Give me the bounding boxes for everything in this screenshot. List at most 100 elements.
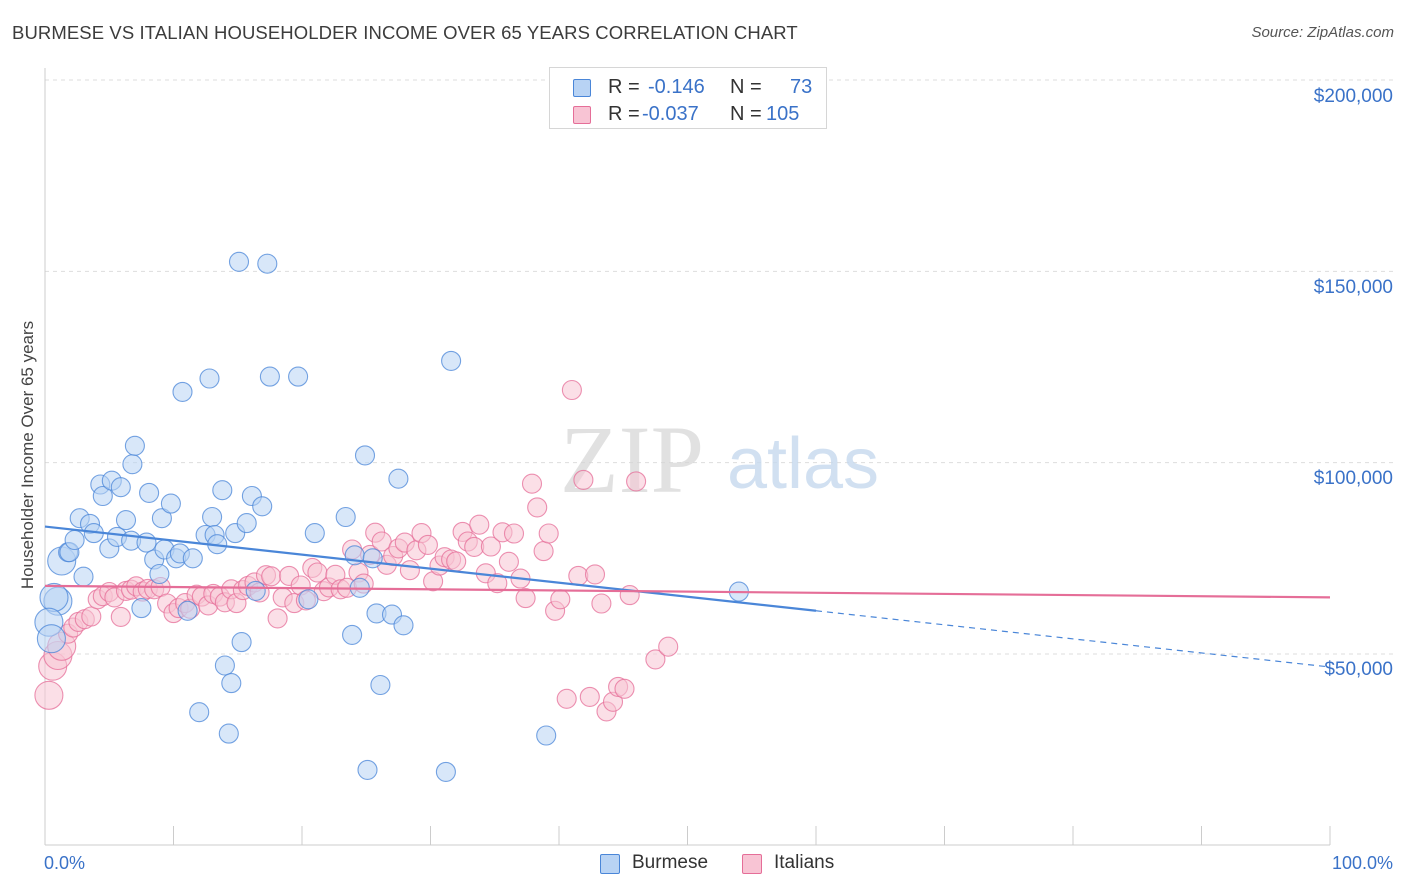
burmese-point	[388, 468, 409, 489]
italians-point	[498, 551, 519, 572]
watermark-atlas: atlas	[727, 424, 879, 504]
source-label: Source: ZipAtlas.com	[1251, 24, 1394, 41]
y-tick-label: $150,000	[1313, 277, 1393, 298]
italians-point	[446, 551, 467, 572]
correlation-legend: R = -0.146 N = 73 R = -0.037 N = 105	[549, 67, 827, 129]
legend-n-label: N =	[730, 76, 762, 98]
burmese-point	[435, 761, 456, 782]
italians-point	[81, 606, 102, 627]
burmese-point	[131, 598, 152, 619]
axes	[44, 68, 1331, 846]
burmese-point	[342, 624, 363, 645]
burmese-point	[228, 251, 250, 272]
burmese-point	[245, 580, 266, 601]
italians-point	[503, 523, 525, 544]
burmese-point	[231, 632, 252, 653]
italians-point	[556, 688, 577, 709]
italians-point	[568, 565, 589, 586]
legend-n-label: N =	[730, 103, 762, 125]
italians-point	[399, 560, 420, 581]
burmese-point	[92, 485, 113, 507]
legend-n-value: 73	[790, 76, 813, 98]
italians-point	[550, 589, 571, 610]
italians-point	[626, 471, 647, 492]
burmese-point	[124, 435, 145, 456]
x-tick-label-max: 100.0%	[1331, 853, 1393, 873]
watermark: ZIP atlas	[560, 406, 879, 513]
italians-point	[584, 564, 606, 585]
italians-point	[469, 514, 490, 535]
italians-point	[619, 585, 640, 606]
legend-r-label: R =	[608, 76, 640, 98]
burmese-point	[354, 445, 376, 466]
burmese-point	[393, 615, 414, 636]
burmese-point	[189, 702, 210, 723]
italians-swatch	[573, 106, 591, 124]
burmese-point	[357, 759, 378, 780]
italians-point	[261, 566, 282, 587]
italians-point	[533, 541, 554, 562]
italians-point	[487, 573, 508, 594]
burmese-point	[177, 600, 198, 621]
italians-point	[614, 678, 635, 699]
burmese-trend-line	[44, 525, 817, 612]
burmese-point	[212, 480, 233, 501]
burmese-point	[73, 566, 94, 587]
italians-point	[573, 469, 594, 490]
y-tick-label: $200,000	[1313, 86, 1393, 107]
legend-r-value: -0.037	[642, 103, 699, 125]
italians-point	[579, 686, 600, 707]
burmese-point	[288, 366, 309, 387]
burmese-point	[36, 624, 66, 654]
italians-point	[34, 680, 64, 710]
series-italians-points	[34, 379, 679, 722]
italians-point	[417, 534, 438, 555]
gridlines	[45, 79, 1395, 655]
trend-lines	[44, 525, 1331, 668]
italians-trend-line	[44, 584, 1331, 599]
legend-r-label: R =	[608, 103, 640, 125]
burmese-point	[221, 673, 242, 694]
italians-point	[645, 649, 666, 670]
burmese-point	[536, 725, 557, 746]
italians-point	[658, 636, 679, 657]
burmese-point	[115, 510, 137, 531]
burmese-legend-label: Burmese	[632, 852, 709, 873]
italians-point	[538, 523, 559, 544]
italians-point	[110, 606, 131, 627]
burmese-point	[202, 506, 223, 528]
italians-point	[515, 588, 536, 609]
burmese-point	[110, 477, 131, 498]
legend-row-burmese: R = -0.146 N = 73	[550, 73, 826, 101]
y-tick-label: $50,000	[1324, 659, 1393, 680]
burmese-legend-swatch	[600, 854, 620, 874]
burmese-point	[64, 529, 85, 551]
burmese-point	[172, 381, 193, 402]
chart-title: BURMESE VS ITALIAN HOUSEHOLDER INCOME OV…	[12, 22, 798, 43]
italians-point	[464, 536, 485, 557]
italians-point	[480, 536, 501, 557]
burmese-point	[259, 366, 280, 387]
italians-point	[591, 593, 612, 614]
burmese-point	[149, 563, 170, 585]
burmese-point	[182, 548, 203, 569]
burmese-point	[304, 523, 325, 544]
burmese-point	[370, 674, 391, 696]
italians-point	[561, 379, 582, 401]
burmese-point	[252, 496, 273, 517]
burmese-point	[214, 655, 235, 676]
italians-legend-label: Italians	[774, 852, 835, 873]
burmese-point	[441, 350, 462, 371]
burmese-point	[362, 548, 383, 569]
burmese-trend-extension	[815, 610, 1331, 668]
burmese-point	[151, 508, 172, 529]
italians-legend-swatch	[742, 854, 762, 874]
burmese-point	[199, 368, 220, 389]
series-burmese-points	[34, 251, 749, 782]
burmese-point	[218, 723, 239, 744]
burmese-point	[122, 454, 143, 475]
burmese-swatch	[573, 79, 591, 97]
burmese-point	[257, 253, 278, 274]
italians-point	[521, 473, 543, 494]
legend-r-value: -0.146	[648, 76, 705, 98]
